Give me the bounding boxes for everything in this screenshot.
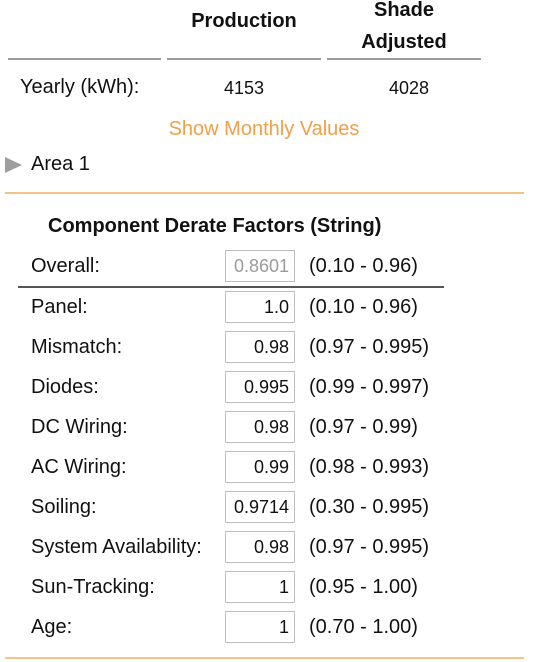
- derate-label: System Availability:: [31, 536, 202, 558]
- derate-row-soiling: Soiling: (0.30 - 0.995): [31, 491, 501, 525]
- derate-label: DC Wiring:: [31, 416, 128, 438]
- yearly-label: Yearly (kWh):: [20, 76, 140, 98]
- diodes-derate-input[interactable]: [225, 371, 295, 403]
- shade-header-line2: Adjusted: [361, 31, 447, 53]
- shade-adjusted-header: Shade Adjusted: [327, 0, 481, 58]
- derate-range: (0.97 - 0.995): [309, 336, 430, 358]
- derate-label: Mismatch:: [31, 336, 123, 358]
- derate-label: Panel:: [31, 296, 88, 318]
- derate-range: (0.30 - 0.995): [309, 496, 430, 518]
- section-divider-top: [5, 192, 524, 194]
- ac-wiring-derate-input[interactable]: [225, 451, 295, 483]
- derate-label: Diodes:: [31, 376, 99, 398]
- derate-row-system-availability: System Availability: (0.97 - 0.995): [31, 531, 501, 565]
- area-1-label: Area 1: [31, 153, 90, 175]
- derate-range: (0.95 - 1.00): [309, 576, 418, 598]
- yearly-shade-adjusted-value: 4028: [388, 78, 430, 98]
- panel-derate-input[interactable]: [225, 291, 295, 323]
- age-derate-input[interactable]: [225, 611, 295, 643]
- derate-label: Sun-Tracking:: [31, 576, 155, 598]
- dc-wiring-derate-input[interactable]: [225, 411, 295, 443]
- derate-label: Soiling:: [31, 496, 97, 518]
- soiling-derate-input[interactable]: [225, 491, 295, 523]
- derate-label: Overall:: [31, 255, 100, 277]
- mismatch-derate-input[interactable]: [225, 331, 295, 363]
- system-availability-derate-input[interactable]: [225, 531, 295, 563]
- derate-title: Component Derate Factors (String): [48, 215, 382, 237]
- production-header: Production: [191, 10, 297, 32]
- derate-label: AC Wiring:: [31, 456, 127, 478]
- derate-row-sun-tracking: Sun-Tracking: (0.95 - 1.00): [31, 571, 501, 605]
- overall-derate-field: [225, 250, 295, 282]
- derate-row-ac-wiring: AC Wiring: (0.98 - 0.993): [31, 451, 501, 485]
- derate-range: (0.99 - 0.997): [309, 376, 430, 398]
- show-monthly-values-link[interactable]: Show Monthly Values: [168, 118, 360, 140]
- derate-range: (0.10 - 0.96): [309, 255, 418, 277]
- column-divider-label: [8, 58, 161, 60]
- derate-range: (0.98 - 0.993): [309, 456, 430, 478]
- derate-label: Age:: [31, 616, 73, 638]
- derate-row-diodes: Diodes: (0.99 - 0.997): [31, 371, 501, 405]
- derate-row-dc-wiring: DC Wiring: (0.97 - 0.99): [31, 411, 501, 445]
- derate-range: (0.97 - 0.99): [309, 416, 418, 438]
- derate-row-age: Age: (0.70 - 1.00): [31, 611, 501, 645]
- derate-range: (0.10 - 0.96): [309, 296, 418, 318]
- overall-divider: [18, 286, 444, 288]
- sun-tracking-derate-input[interactable]: [225, 571, 295, 603]
- area-1-toggle[interactable]: Area 1: [5, 153, 90, 176]
- yearly-production-value: 4153: [223, 78, 265, 98]
- derate-range: (0.97 - 0.995): [309, 536, 430, 558]
- column-divider-production: [167, 58, 321, 60]
- section-divider-bottom: [5, 657, 524, 659]
- derate-row-panel: Panel: (0.10 - 0.96): [31, 291, 501, 325]
- derate-row-mismatch: Mismatch: (0.97 - 0.995): [31, 331, 501, 365]
- shade-header-line1: Shade: [373, 0, 435, 21]
- column-divider-shade: [327, 58, 481, 60]
- derate-row-overall: Overall: (0.10 - 0.96): [31, 250, 501, 284]
- expand-triangle-icon: [5, 156, 22, 173]
- derate-range: (0.70 - 1.00): [309, 616, 418, 638]
